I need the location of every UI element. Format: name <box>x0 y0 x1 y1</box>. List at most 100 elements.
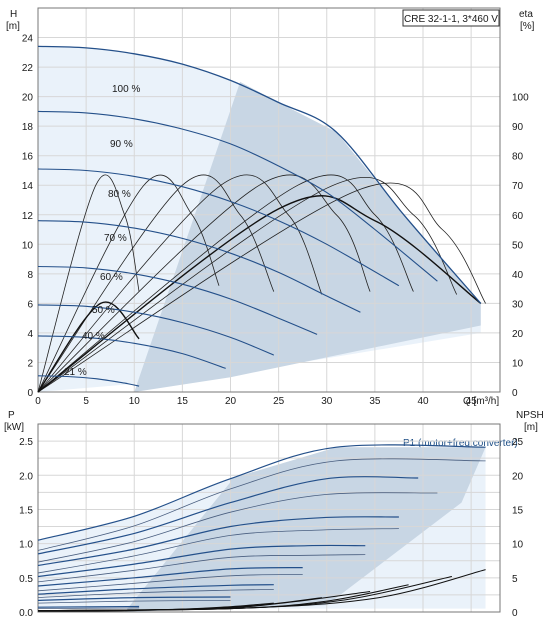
p2-power-curve <box>37 528 399 574</box>
p2-power-curve <box>37 607 140 609</box>
top-eta-tick-label: 20 <box>512 329 524 340</box>
head-curve <box>37 375 140 387</box>
bottom-npsh-tick-label: 0 <box>512 608 518 619</box>
top-eta-tick-label: 70 <box>512 181 524 192</box>
speed-label: 21 % <box>64 367 87 378</box>
speed-label: 100 % <box>112 84 140 95</box>
top-y-tick-label: 12 <box>22 211 34 222</box>
top-y-tick-label: 22 <box>22 63 34 74</box>
top-y-tick-label: 8 <box>27 270 33 281</box>
operating-range-recommended <box>134 81 481 392</box>
top-x-label: Q [m³/h] <box>463 396 499 407</box>
top-eta-tick-label: 80 <box>512 152 524 163</box>
top-eta-tick-label: 40 <box>512 270 524 281</box>
efficiency-curve <box>37 174 323 393</box>
speed-label: 50 % <box>92 305 115 316</box>
top-eta-tick-label: 50 <box>512 240 524 251</box>
top-eta-tick-label: 100 <box>512 93 529 104</box>
p2-power-curve <box>37 574 303 592</box>
bottom-y-tick-label: 2.0 <box>19 471 33 482</box>
bottom-plot-frame <box>37 423 501 613</box>
bottom-npsh-tick-label: 25 <box>512 437 524 448</box>
p2-power-curve <box>37 589 274 598</box>
efficiency-curve <box>37 174 414 393</box>
p1-power-curve <box>37 584 274 595</box>
top-y-right-label: eta <box>519 9 533 20</box>
speed-label: 40 % <box>82 331 105 342</box>
chart-title: CRE 32-1-1, 3*460 V <box>404 14 498 25</box>
bottom-y-tick-label: 2.5 <box>19 437 33 448</box>
p1-power-curve <box>37 516 399 567</box>
p1-power-curve <box>37 567 303 587</box>
top-eta-tick-label: 10 <box>512 358 524 369</box>
top-x-tick-label: 25 <box>273 396 285 407</box>
top-y-left-label: H <box>10 9 17 20</box>
top-x-tick-label: 30 <box>321 396 333 407</box>
speed-label: 90 % <box>110 139 133 150</box>
efficiency-curve <box>37 174 140 393</box>
top-x-tick-label: 35 <box>369 396 381 407</box>
top-x-tick-label: 40 <box>417 396 429 407</box>
head-curve <box>37 168 400 287</box>
bottom-y-left-label: P <box>8 410 15 421</box>
bottom-y-right-label: NPSH <box>516 410 544 421</box>
bottom-npsh-tick-label: 10 <box>512 540 524 551</box>
top-y-tick-label: 16 <box>22 152 34 163</box>
p1-power-curve <box>37 544 366 578</box>
bottom-y-right-unit: [m] <box>524 422 538 433</box>
top-y-tick-label: 14 <box>22 181 34 192</box>
top-eta-tick-label: 90 <box>512 122 524 133</box>
p2-power-curve <box>37 458 486 551</box>
speed-label: 70 % <box>104 233 127 244</box>
top-y-tick-label: 6 <box>27 299 33 310</box>
top-y-tick-label: 20 <box>22 93 34 104</box>
top-y-right-unit: [%] <box>520 21 535 32</box>
npsh-curve <box>37 607 226 612</box>
top-x-tick-label: 10 <box>129 396 141 407</box>
bottom-y-tick-label: 1.0 <box>19 540 33 551</box>
p1-power-curve <box>37 444 486 541</box>
head-curve <box>37 220 361 313</box>
bottom-y-tick-label: 0.0 <box>19 608 33 619</box>
efficiency-curve <box>37 174 371 393</box>
bottom-npsh-tick-label: 5 <box>512 574 518 585</box>
head-curve <box>37 265 318 335</box>
bottom-y-left-unit: [kW] <box>4 422 24 433</box>
head-curve <box>37 110 438 282</box>
bottom-y-tick-label: 0.5 <box>19 574 33 585</box>
efficiency-curve <box>37 174 220 393</box>
head-curve <box>37 304 275 356</box>
p2-power-curve <box>37 554 366 583</box>
top-eta-tick-label: 0 <box>512 388 518 399</box>
top-y-left-unit: [m] <box>6 21 20 32</box>
p1-power-curve <box>37 605 140 608</box>
p1-power-curve <box>37 596 231 601</box>
bottom-y-tick-label: 1.5 <box>19 505 33 516</box>
top-y-tick-label: 0 <box>27 388 33 399</box>
efficiency-curve <box>37 195 482 393</box>
speed-label: 80 % <box>108 189 131 200</box>
p1-series-label: P1 (motor+freq.converter) <box>403 438 518 449</box>
top-y-tick-label: 4 <box>27 329 33 340</box>
efficiency-curve <box>37 182 486 393</box>
p2-power-curve <box>37 600 231 604</box>
speed-label: 60 % <box>100 272 123 283</box>
top-x-tick-label: 15 <box>177 396 189 407</box>
head-curve <box>37 335 226 369</box>
top-eta-tick-label: 60 <box>512 211 524 222</box>
p2-power-curve <box>37 492 438 563</box>
efficiency-curve <box>37 301 140 393</box>
top-x-tick-label: 20 <box>225 396 237 407</box>
top-y-tick-label: 18 <box>22 122 34 133</box>
power-range-recommended <box>124 447 486 612</box>
top-x-tick-label: 0 <box>35 396 41 407</box>
top-y-tick-label: 10 <box>22 240 34 251</box>
top-plot-frame <box>37 7 501 393</box>
top-eta-tick-label: 30 <box>512 299 524 310</box>
top-x-tick-label: 5 <box>83 396 89 407</box>
top-y-tick-label: 2 <box>27 358 33 369</box>
head-curve <box>37 45 482 304</box>
chart-title-box <box>402 9 500 27</box>
